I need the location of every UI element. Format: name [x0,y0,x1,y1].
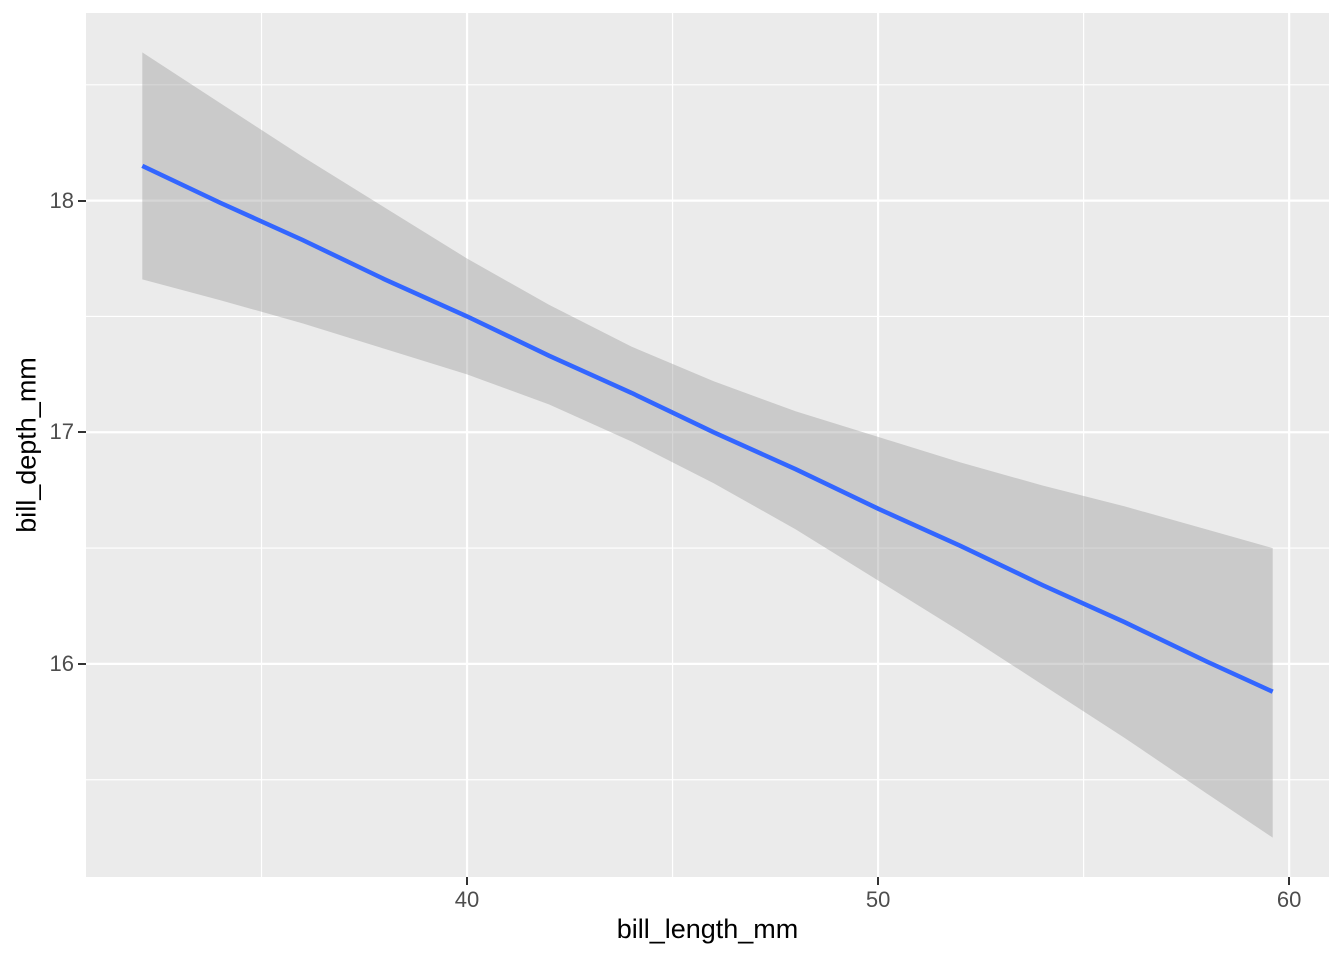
plot-panel [86,13,1329,877]
y-tick-label: 18 [49,187,74,213]
y-tick-label: 17 [49,419,74,445]
regression-line [141,163,1274,694]
x-tick-label: 60 [1276,887,1302,912]
x-tick-mark [877,877,880,885]
x-tick-mark [1288,877,1291,885]
x-axis-title: bill_length_mm [616,914,799,944]
y-tick-mark [78,662,86,665]
plot-canvas [86,13,1329,877]
x-tick-label: 50 [865,887,891,912]
y-tick-mark [78,199,86,202]
x-tick-mark [466,877,469,885]
y-tick-label: 16 [49,650,74,676]
confidence-band [142,52,1273,838]
x-tick-label: 40 [454,887,480,912]
y-axis-title: bill_depth_mm [11,357,42,533]
y-tick-mark [78,431,86,434]
